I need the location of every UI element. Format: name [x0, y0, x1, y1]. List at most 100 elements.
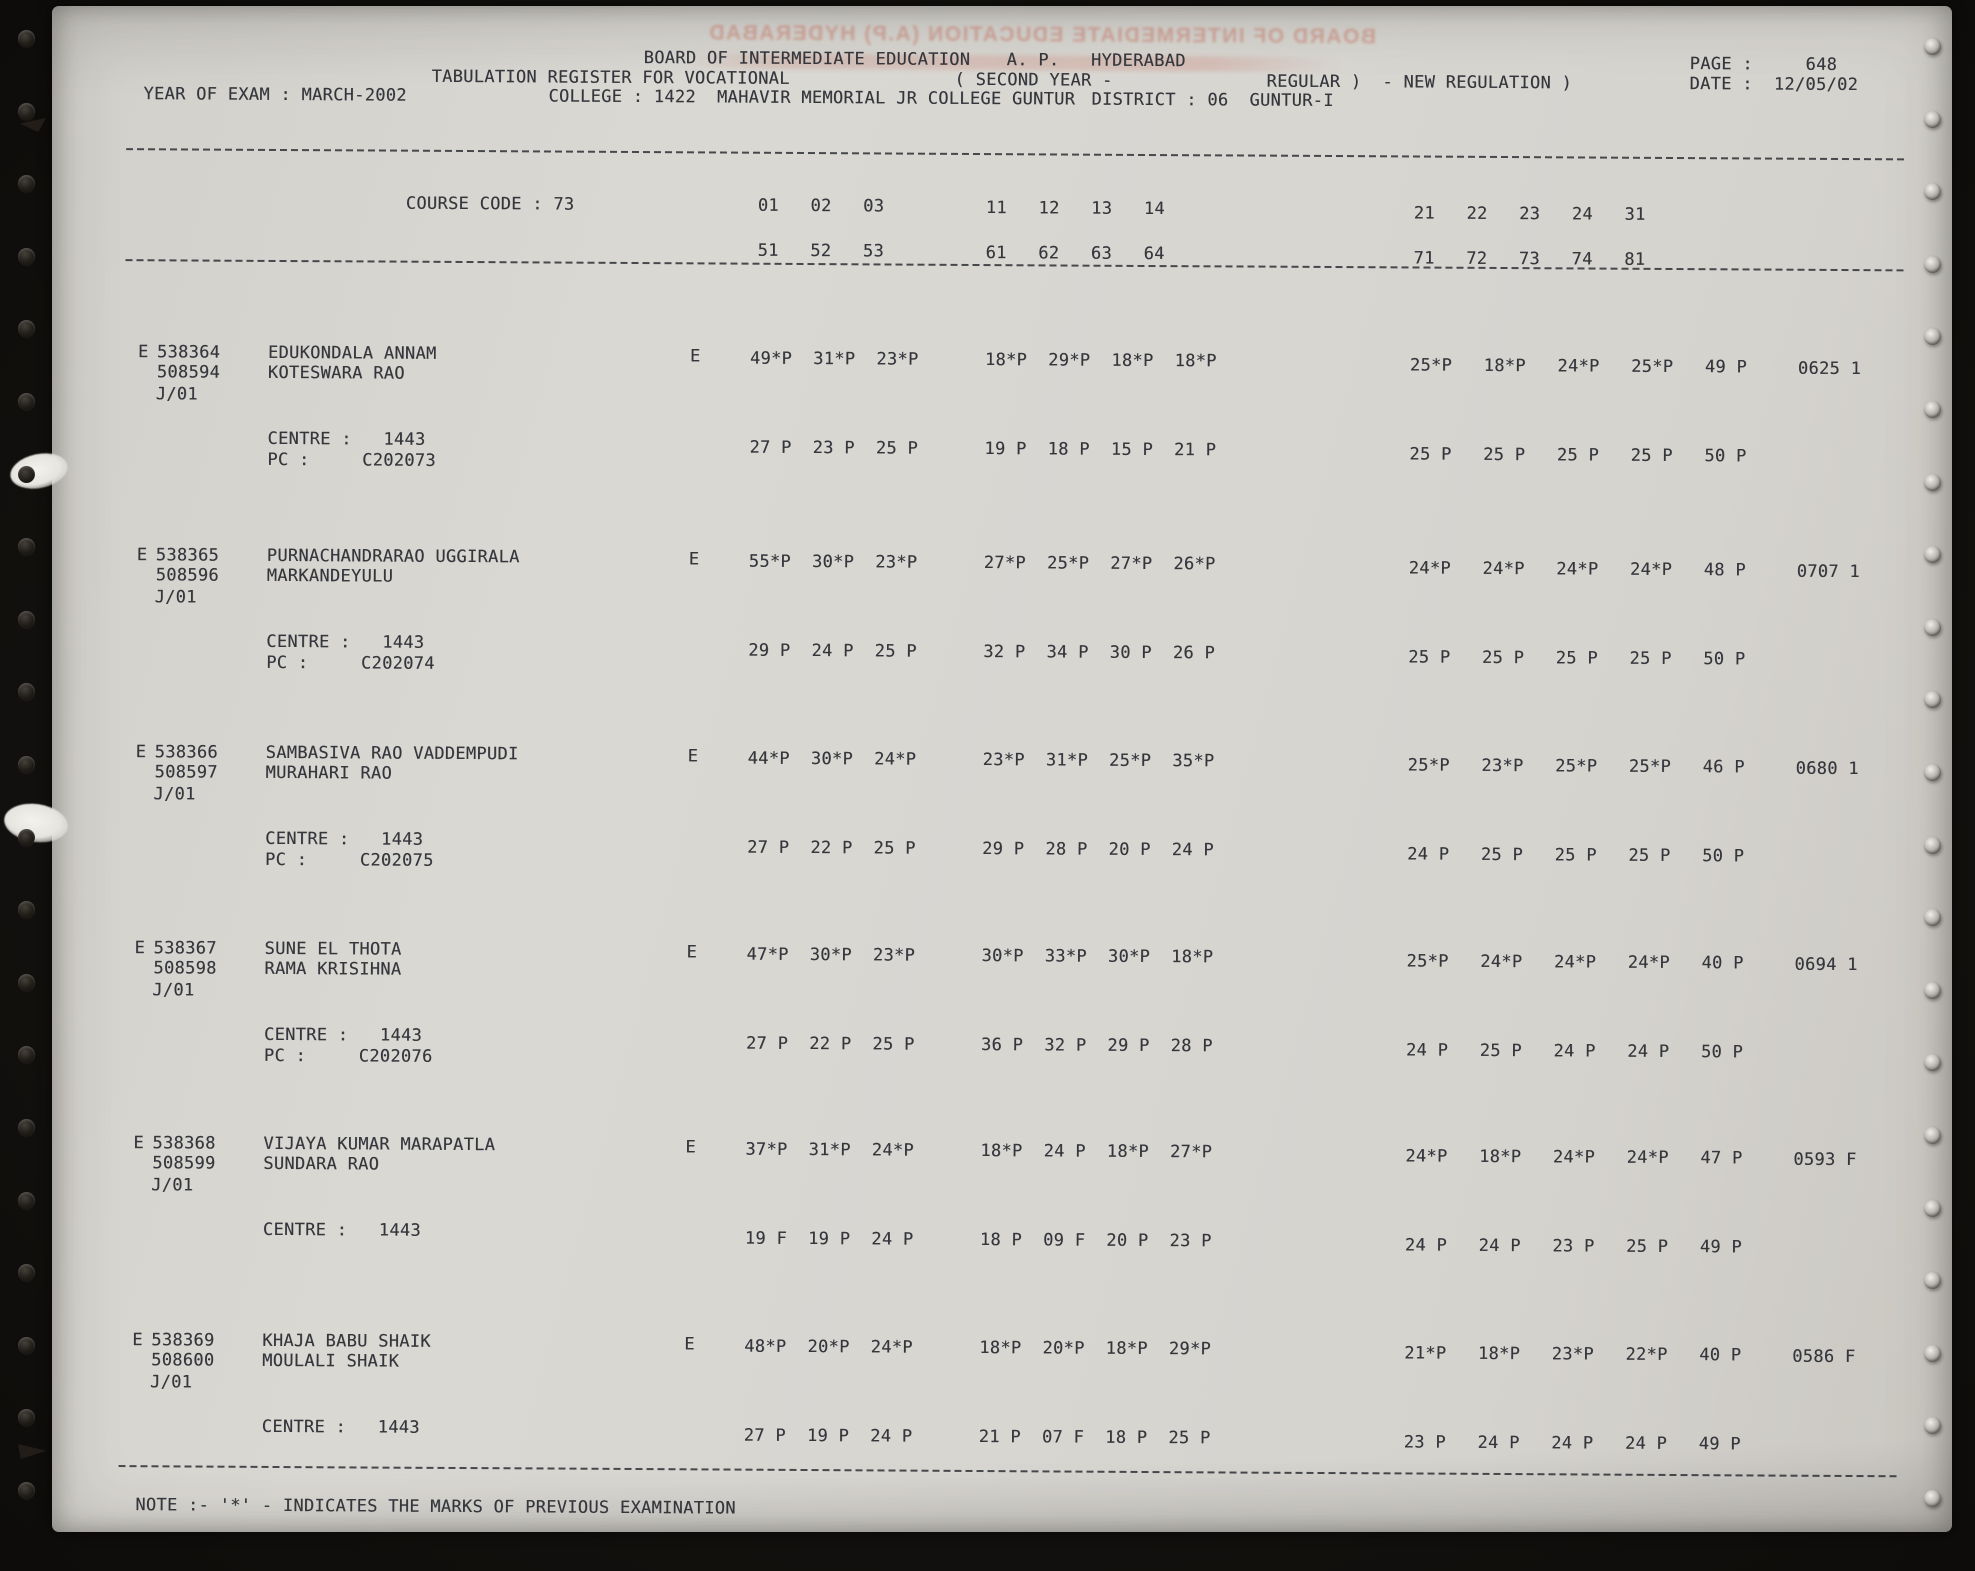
candidate-name: EDUKONDALA ANNAM: [267, 342, 437, 364]
marks-row2-group3: 25 P 25 P 25 P 25 P 50 P: [1409, 444, 1747, 467]
punch-hole-right: [1924, 473, 1941, 491]
punch-hole-right: [1924, 401, 1941, 418]
secondary-number: 508599: [152, 1153, 216, 1174]
punch-hole-right: [1924, 255, 1941, 273]
paper-sheet: BOARD OF INTERMEDIATE EDUCATION (A.P) HY…: [1, 6, 1952, 1532]
candidate-name: KHAJA BABU SHAIK: [262, 1330, 431, 1352]
punch-hole-right: [1924, 1417, 1941, 1435]
marks-row2-group1: 27 P 22 P 25 P: [747, 837, 916, 859]
marks-row2-group2: 36 P 32 P 29 P 28 P: [980, 1035, 1213, 1057]
marks-row1-group1: 49*P 31*P 23*P: [749, 348, 919, 370]
punch-hole-right: [1924, 38, 1941, 55]
punch-hole-right: [1924, 1272, 1941, 1290]
candidate-number: 538366: [154, 742, 218, 763]
marks-row2-group2: 32 P 34 P 30 P 26 P: [983, 642, 1216, 664]
marks-row2-group2: 18 P 09 F 20 P 23 P: [979, 1230, 1212, 1252]
printed-content: BOARD OF INTERMEDIATE EDUCATION (A.P) HY…: [43, 6, 1952, 1543]
session-code: J/01: [153, 784, 196, 805]
subject-codes-row2-g1: 51 52 53: [757, 240, 885, 262]
session-code: J/01: [154, 587, 197, 608]
punch-hole-left: [18, 102, 35, 120]
total-and-result: 0593 F: [1793, 1149, 1857, 1171]
marks-row2-group2: 19 P 18 P 15 P 21 P: [984, 439, 1217, 461]
secondary-number: 508596: [155, 565, 219, 586]
parent-name: RAMA KRISIHNA: [264, 958, 402, 980]
pc-line: PC : C202074: [266, 652, 435, 674]
marks-row1-group2: 18*P 29*P 18*P 18*P: [984, 350, 1217, 372]
candidate-name: SUNE EL THOTA: [264, 938, 402, 960]
pc-line: PC : C202076: [263, 1045, 433, 1067]
candidate-number: 538364: [156, 342, 221, 363]
marks-row1-group1: 37*P 31*P 24*P: [745, 1139, 915, 1161]
pen-mark: [20, 118, 46, 132]
centre-line: CENTRE : 1443: [262, 1219, 422, 1241]
candidate-number: 538365: [155, 545, 220, 566]
total-and-result: 0586 F: [1792, 1346, 1856, 1368]
punch-hole-right: [1924, 618, 1941, 636]
candidate-flag: E: [137, 342, 149, 363]
marks-row2-group3: 24 P 24 P 23 P 25 P 49 P: [1404, 1235, 1743, 1258]
session-code: J/01: [155, 384, 198, 405]
total-and-result: 0625 1: [1797, 358, 1862, 380]
punch-hole-left: [18, 973, 35, 991]
student-record: E 538365 PURNACHANDRARAO UGGIRALA 508596…: [48, 545, 1949, 753]
ghost-bleed-text: BOARD OF INTERMEDIATE EDUCATION (A.P) HY…: [707, 21, 1377, 49]
footnote: NOTE :- '*' - INDICATES THE MARKS OF PRE…: [135, 1495, 736, 1519]
marks-row2-group1: 27 P 19 P 24 P: [743, 1425, 913, 1447]
district-line: DISTRICT : 06 GUNTUR-I: [1091, 89, 1334, 112]
medium-code: E: [688, 549, 700, 570]
pen-mark: [18, 1444, 46, 1459]
punch-hole-right: [1924, 183, 1941, 201]
marks-row2-group3: 23 P 24 P 24 P 24 P 49 P: [1403, 1432, 1741, 1455]
student-record: E 538366 SAMBASIVA RAO VADDEMPUDI 508597…: [47, 742, 1948, 950]
parent-name: MURAHARI RAO: [265, 762, 393, 784]
session-code: J/01: [151, 1175, 194, 1196]
marks-row1-group3: 24*P 24*P 24*P 24*P 48 P: [1408, 558, 1746, 581]
punch-hole-left: [18, 1046, 35, 1064]
marks-row1-group2: 27*P 25*P 27*P 26*P: [983, 553, 1216, 575]
parent-name: MOULALI SHAIK: [262, 1350, 400, 1372]
subject-codes-row1-g1: 01 02 03: [757, 195, 885, 217]
marks-row1-group3: 24*P 18*P 24*P 24*P 47 P: [1405, 1146, 1743, 1169]
candidate-number: 538369: [151, 1330, 215, 1351]
candidate-name: VIJAYA KUMAR MARAPATLA: [263, 1133, 496, 1156]
marks-row2-group1: 27 P 22 P 25 P: [745, 1033, 915, 1055]
candidate-flag: E: [132, 1330, 143, 1351]
medium-code: E: [685, 1137, 697, 1158]
punch-hole-left: [18, 175, 35, 193]
secondary-number: 508600: [151, 1350, 215, 1371]
centre-line: CENTRE : 1443: [261, 1416, 420, 1438]
punch-hole-left: [18, 30, 35, 47]
punch-hole-left: [18, 610, 35, 628]
marks-row2-group2: 21 P 07 F 18 P 25 P: [978, 1427, 1211, 1449]
parent-name: MARKANDEYULU: [266, 565, 394, 587]
candidate-flag: E: [134, 938, 146, 959]
candidate-number: 538368: [152, 1133, 216, 1154]
secondary-number: 508598: [153, 958, 217, 979]
medium-code: E: [684, 1334, 695, 1355]
punch-hole-right: [1924, 909, 1941, 927]
board-title: BOARD OF INTERMEDIATE EDUCATION: [643, 48, 971, 70]
punch-hole-right: [1924, 764, 1941, 781]
punch-hole-right: [1924, 981, 1941, 999]
marks-row1-group2: 18*P 24 P 18*P 27*P: [980, 1141, 1213, 1163]
pc-line: PC : C202073: [267, 449, 437, 471]
student-record: E 538368 VIJAYA KUMAR MARAPATLA 508599 S…: [44, 1133, 1945, 1341]
parent-name: SUNDARA RAO: [263, 1153, 380, 1175]
secondary-number: 508597: [154, 762, 218, 783]
marks-row1-group3: 25*P 23*P 25*P 25*P 46 P: [1407, 755, 1745, 778]
marks-row2-group3: 24 P 25 P 24 P 24 P 50 P: [1405, 1040, 1744, 1063]
subject-codes-row1-g3: 21 22 23 24 31: [1413, 203, 1646, 225]
marks-row1-group2: 30*P 33*P 30*P 18*P: [981, 946, 1214, 968]
punch-hole-left: [18, 247, 35, 265]
candidate-flag: E: [133, 1133, 145, 1154]
marks-row1-group1: 48*P 20*P 24*P: [744, 1336, 913, 1358]
punch-hole-right: [1924, 546, 1941, 564]
punch-hole-right: [1924, 328, 1941, 346]
student-record: E 538367 SUNE EL THOTA 508598 RAMA KRISI…: [45, 938, 1946, 1146]
punch-hole-left: [18, 465, 35, 483]
year-of-exam: YEAR OF EXAM : MARCH-2002: [143, 84, 407, 106]
centre-line: CENTRE : 1443: [266, 631, 425, 653]
secondary-number: 508594: [156, 362, 221, 383]
